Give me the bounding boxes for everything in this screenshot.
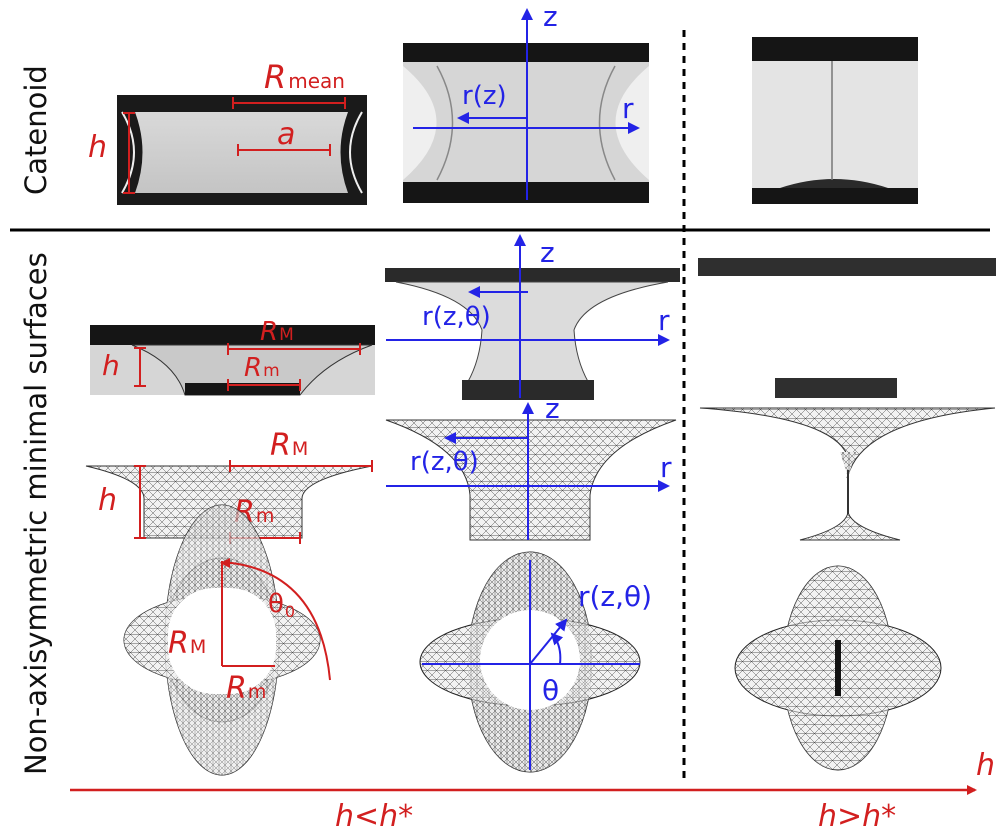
row-label-non-axisymmetric: Non-axisymmetric minimal surfaces	[19, 252, 53, 775]
label-r-catenoid: r	[622, 92, 634, 125]
label-Rm-top: Rm	[226, 671, 266, 706]
top-view-middle-axes	[422, 560, 640, 770]
mesh-left-side-view	[85, 465, 373, 539]
label-h-axis: h	[976, 748, 995, 783]
label-rz-photo: r(z,θ)	[422, 302, 491, 332]
label-rz-top: r(z,θ)	[578, 580, 652, 613]
photo-middle-non-axisymmetric	[385, 268, 680, 400]
label-r-photo: r	[658, 304, 670, 337]
label-a: a	[277, 117, 295, 152]
label-h-less: h<h*	[335, 799, 413, 834]
catenoid-left-annotations	[123, 97, 346, 194]
photo-left-non-axisymmetric	[90, 325, 375, 396]
photo-middle-axes	[386, 234, 670, 398]
label-theta-top: θ	[542, 674, 559, 707]
label-rz-mesh: r(z,θ)	[410, 447, 479, 477]
top-view-middle	[419, 551, 641, 773]
label-z-catenoid: z	[543, 0, 558, 33]
top-view-left-annotations	[220, 558, 331, 681]
label-h-photo: h	[102, 349, 120, 382]
photo-right-non-axisymmetric	[698, 258, 996, 398]
photo-left-annotations	[134, 343, 361, 391]
label-RM-photo: RM	[260, 317, 294, 347]
mesh-middle-side-view	[385, 419, 677, 541]
label-theta0: θ0	[268, 589, 295, 621]
catenoid-middle-axes	[413, 8, 640, 200]
label-rz-catenoid: r(z)	[462, 81, 507, 111]
mesh-right-side-view	[699, 407, 996, 541]
label-Rm-photo: Rm	[244, 353, 280, 383]
mesh-middle-axes	[386, 402, 670, 540]
label-h-catenoid: h	[88, 130, 107, 165]
label-z-mesh: z	[545, 392, 560, 425]
top-view-right	[734, 565, 942, 771]
label-h-mesh: h	[98, 483, 117, 518]
label-z-photo: z	[540, 236, 555, 269]
row-label-catenoid: Catenoid	[19, 65, 53, 195]
label-RM-mesh: RM	[270, 428, 308, 463]
label-h-greater: h>h*	[818, 799, 896, 834]
label-RM-top: RM	[168, 626, 206, 661]
label-r-mesh: r	[660, 451, 672, 484]
catenoid-photo-right	[752, 37, 918, 204]
